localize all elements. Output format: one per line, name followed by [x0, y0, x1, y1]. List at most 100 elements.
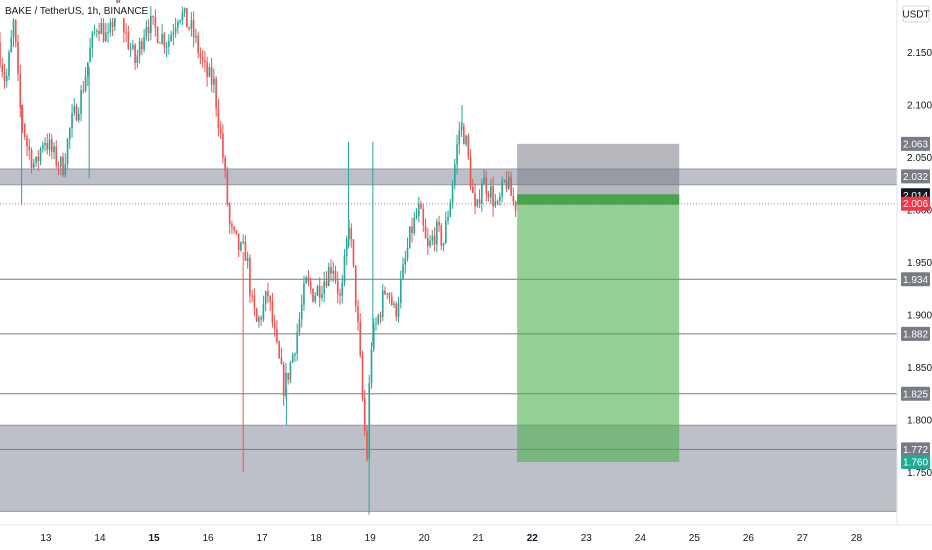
candle-body [5, 76, 8, 81]
candle-body [420, 203, 422, 209]
candle-body [480, 184, 483, 204]
candle-body [316, 286, 319, 296]
candle-body [68, 128, 71, 140]
candle-body [174, 27, 177, 33]
candle-body [192, 20, 195, 38]
candle-body [372, 324, 375, 349]
candle-body [478, 199, 481, 204]
candles-layer [0, 0, 517, 515]
candle-body [442, 243, 445, 246]
candle-body [147, 27, 150, 33]
time-axis[interactable]: 13 14 15 16 17 18 19 20 21 22 23 24 25 26 27 28 [40, 533, 862, 544]
candle-body [296, 332, 299, 354]
target-price-tag: 1.760 [903, 458, 928, 469]
candle-body [300, 304, 303, 320]
candle-body [159, 42, 161, 44]
candle-body [370, 348, 373, 384]
candle-body [298, 319, 301, 333]
candle-body [291, 355, 294, 363]
candle-body [359, 321, 362, 356]
candle-body [375, 323, 377, 325]
position-stop-zone[interactable] [517, 143, 680, 196]
candle-body [84, 76, 87, 92]
candle-body [469, 157, 472, 187]
candle-body [431, 236, 434, 241]
level-price-tag-1.934-bg [901, 272, 930, 287]
position-target-zone[interactable] [517, 195, 680, 463]
sr-zone-2[interactable] [0, 425, 897, 512]
candle-body [213, 78, 215, 85]
time-tick-label: 14 [94, 533, 106, 544]
candle-body [505, 180, 508, 189]
candle-body [73, 106, 76, 114]
candle-body [429, 240, 431, 247]
candle-body [332, 270, 335, 274]
candle-body [132, 44, 134, 49]
candle-body [269, 296, 272, 302]
candle-body [476, 199, 479, 206]
candle-body [287, 372, 290, 380]
candle-body [53, 146, 55, 152]
candle-body [237, 233, 240, 250]
candle-body [71, 113, 73, 129]
level-price-tag-1.882-bg [901, 326, 930, 341]
candle-body [35, 156, 37, 164]
candle-body [161, 33, 163, 44]
time-tick-label: 17 [257, 533, 269, 544]
candle-body [503, 180, 506, 182]
candle-body [460, 126, 463, 131]
time-tick-label: 21 [473, 533, 485, 544]
candle-body [451, 185, 454, 202]
candle-body [201, 56, 204, 60]
candle-body [0, 42, 1, 66]
candle-body [199, 53, 202, 57]
currency-badge[interactable] [902, 5, 930, 23]
candle-body [267, 291, 269, 297]
candle-body [59, 156, 62, 167]
candle-body [465, 135, 467, 145]
candle-body [14, 20, 17, 42]
position-tool[interactable] [517, 143, 680, 463]
sr-zone-1[interactable] [0, 169, 897, 185]
candle-body [143, 36, 145, 50]
candle-body [309, 281, 312, 289]
price-tick-label: 2.150 [907, 48, 932, 59]
candle-body [453, 164, 456, 186]
candle-body [487, 193, 490, 198]
candle-body [17, 41, 19, 75]
candle-body [352, 239, 355, 266]
candle-body [109, 22, 112, 33]
candle-body [44, 142, 46, 145]
candle-body [339, 293, 341, 296]
time-tick-label: 15 [148, 533, 160, 544]
candle-body [458, 130, 461, 145]
candle-body [95, 30, 98, 32]
candle-body [224, 157, 226, 172]
candle-body [368, 383, 371, 460]
candle-body [273, 323, 276, 330]
candle-body [251, 295, 253, 297]
level-price-tag-2032-bg [901, 169, 930, 184]
candle-body [107, 32, 109, 34]
candle-body [492, 186, 494, 207]
time-tick-label: 24 [635, 533, 647, 544]
candle-body [278, 341, 281, 358]
candle-body [260, 317, 263, 320]
level-price-tag-1.934: 1.934 [903, 275, 928, 286]
candle-body [395, 303, 398, 317]
time-tick-label: 19 [365, 533, 377, 544]
candle-body [262, 304, 265, 320]
price-axis[interactable]: 2.150 2.100 2.050 2.000 1.950 1.900 1.850 1.800… [907, 48, 932, 479]
candle-body [456, 144, 458, 165]
candle-body [327, 267, 330, 287]
candle-body [233, 227, 235, 231]
title-background [2, 3, 140, 18]
candle-body [141, 41, 143, 50]
candle-body [111, 22, 114, 27]
candle-body [204, 59, 206, 62]
candle-body [39, 148, 42, 162]
candle-body [341, 283, 344, 296]
